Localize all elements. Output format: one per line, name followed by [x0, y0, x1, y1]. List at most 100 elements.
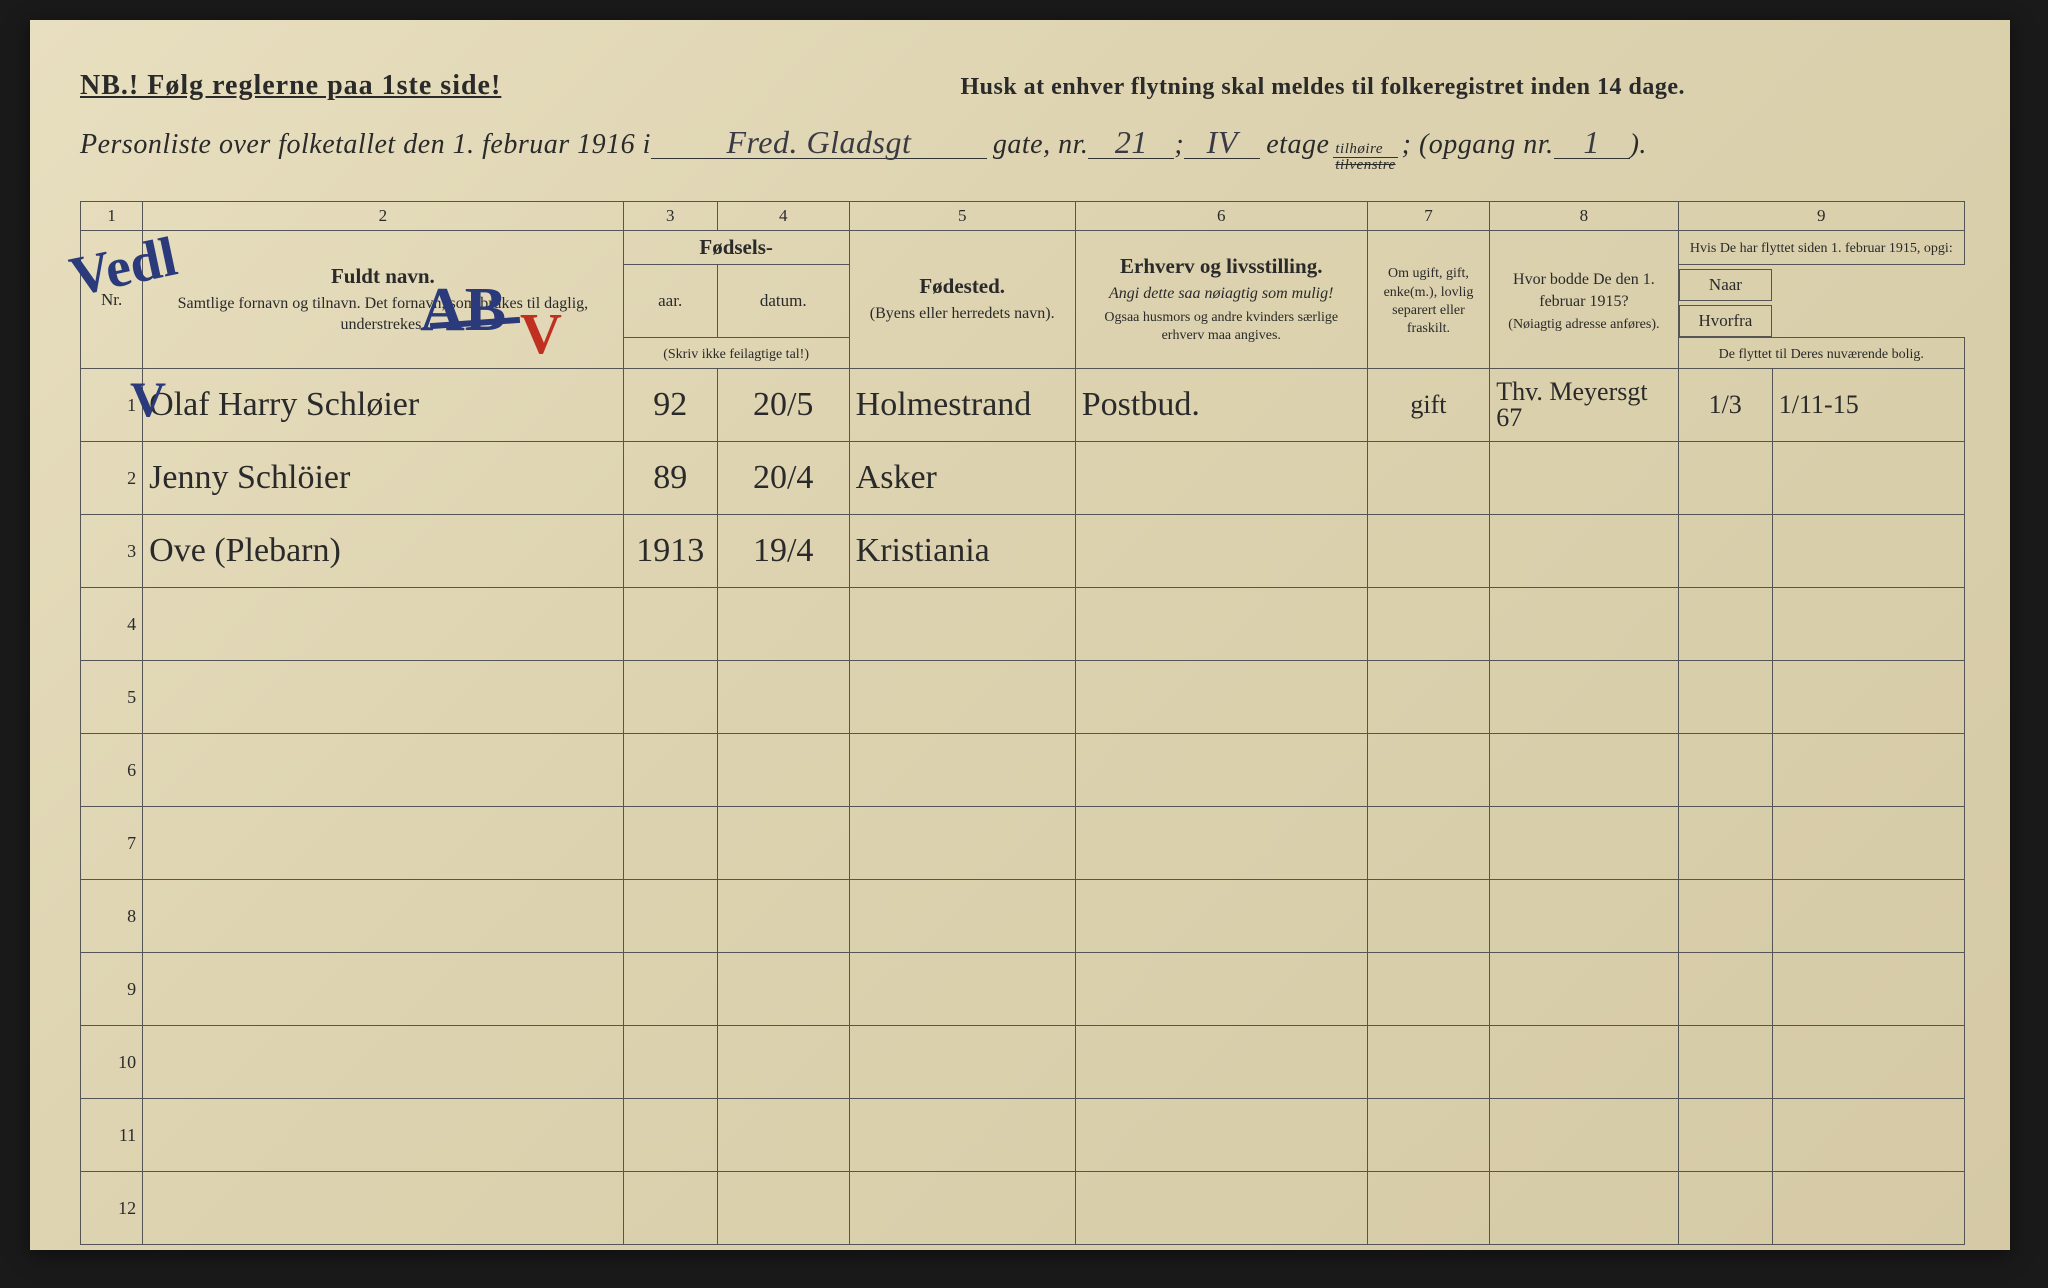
th-fodsels: Fødsels-	[623, 231, 849, 265]
cell-hvorfra	[1772, 661, 1964, 734]
gate-label: gate, nr.	[993, 129, 1089, 161]
table-row: 1Olaf Harry Schløier9220/5HolmestrandPos…	[81, 369, 1965, 442]
cell-aar	[623, 1099, 717, 1172]
cell-name	[143, 953, 623, 1026]
row-nr: 11	[81, 1099, 143, 1172]
cell-ugift	[1367, 734, 1489, 807]
th-bodde-sub: (Nøiagtig adresse anføres).	[1496, 316, 1671, 334]
table-row: 4	[81, 588, 1965, 661]
cell-hvorfra	[1772, 442, 1964, 515]
etage-fill: IV	[1184, 126, 1260, 159]
cell-fodested	[849, 1026, 1075, 1099]
cell-erhverv	[1075, 1026, 1367, 1099]
tilhoire-fraction: tilhøire tilvenstre	[1333, 142, 1397, 173]
colnum-7: 7	[1367, 202, 1489, 231]
th-fodested: Fødested. (Byens eller herredets navn).	[849, 231, 1075, 369]
cell-bodde	[1490, 1172, 1678, 1245]
cell-hvorfra	[1772, 515, 1964, 588]
cell-datum	[717, 1026, 849, 1099]
street-fill: Fred. Gladsgt	[651, 126, 987, 159]
th-ugift: Om ugift, gift, enke(m.), lovlig separer…	[1367, 231, 1489, 369]
cell-erhverv	[1075, 1172, 1367, 1245]
cell-datum	[717, 1172, 849, 1245]
cell-erhverv	[1075, 807, 1367, 880]
cell-hvorfra	[1772, 880, 1964, 953]
cell-erhverv	[1075, 661, 1367, 734]
etage-label: etage	[1266, 129, 1329, 161]
table-row: 10	[81, 1026, 1965, 1099]
cell-hvorfra	[1772, 734, 1964, 807]
cell-fodested	[849, 880, 1075, 953]
cell-hvorfra	[1772, 1172, 1964, 1245]
cell-bodde	[1490, 588, 1678, 661]
cell-naar	[1678, 515, 1772, 588]
cell-naar	[1678, 734, 1772, 807]
th-bodde-main: Hvor bodde De den 1. februar 1915?	[1496, 269, 1671, 312]
row-nr: 7	[81, 807, 143, 880]
cell-fodested: Holmestrand	[849, 369, 1075, 442]
cell-ugift	[1367, 880, 1489, 953]
table-body: 1Olaf Harry Schløier9220/5HolmestrandPos…	[81, 369, 1965, 1245]
cell-ugift	[1367, 953, 1489, 1026]
cell-ugift	[1367, 588, 1489, 661]
cell-erhverv	[1075, 1099, 1367, 1172]
th-bodde: Hvor bodde De den 1. februar 1915? (Nøia…	[1490, 231, 1678, 369]
cell-name	[143, 1172, 623, 1245]
th-erhverv-sub2: Ogsaa husmors og andre kvinders særlige …	[1082, 309, 1361, 345]
cell-naar	[1678, 588, 1772, 661]
cell-aar: 89	[623, 442, 717, 515]
colnum-1: 1	[81, 202, 143, 231]
cell-bodde	[1490, 1026, 1678, 1099]
cell-name	[143, 734, 623, 807]
cell-datum	[717, 880, 849, 953]
th-fodested-main: Fødested.	[919, 274, 1005, 298]
cell-bodde	[1490, 515, 1678, 588]
cell-name	[143, 1026, 623, 1099]
cell-aar	[623, 1026, 717, 1099]
cell-bodde	[1490, 807, 1678, 880]
th-erhverv-sub1: Angi dette saa nøiagtig som mulig!	[1082, 283, 1361, 305]
nb-text: NB.! Følg reglerne paa 1ste side!	[80, 70, 501, 102]
cell-bodde	[1490, 880, 1678, 953]
personliste-pre: Personliste over folketallet den 1. febr…	[80, 129, 651, 161]
semicolon: ;	[1174, 129, 1184, 161]
table-row: 12	[81, 1172, 1965, 1245]
cell-fodested	[849, 734, 1075, 807]
th-datum: datum.	[717, 265, 849, 338]
header-line-1: NB.! Følg reglerne paa 1ste side! Husk a…	[80, 70, 1965, 102]
row-nr: 6	[81, 734, 143, 807]
cell-erhverv	[1075, 953, 1367, 1026]
opgang-fill: 1	[1554, 126, 1630, 159]
cell-erhverv	[1075, 734, 1367, 807]
tilhoire: tilhøire	[1333, 142, 1397, 158]
colnum-8: 8	[1490, 202, 1678, 231]
cell-ugift	[1367, 1099, 1489, 1172]
close-paren: ).	[1630, 129, 1647, 161]
cell-erhverv: Postbud.	[1075, 369, 1367, 442]
cell-name: Ove (Plebarn)	[143, 515, 623, 588]
th-hvorfra: Hvorfra	[1679, 305, 1773, 337]
th-fodsels-main: Fødsels-	[699, 235, 773, 259]
colnum-5: 5	[849, 202, 1075, 231]
cell-bodde: Thv. Meyersgt 67	[1490, 369, 1678, 442]
cell-aar: 92	[623, 369, 717, 442]
colnum-6: 6	[1075, 202, 1367, 231]
tilvenstre: tilvenstre	[1333, 158, 1397, 173]
th-flyttet-text: Hvis De har flyttet siden 1. februar 191…	[1685, 240, 1958, 258]
cell-hvorfra	[1772, 1026, 1964, 1099]
cell-datum	[717, 661, 849, 734]
colnum-3: 3	[623, 202, 717, 231]
row-nr: 1	[81, 369, 143, 442]
opgang-pre: ; (opgang nr.	[1402, 129, 1554, 161]
th-fuldt: Fuldt navn. Samtlige fornavn og tilnavn.…	[143, 231, 623, 369]
cell-hvorfra: 1/11-15	[1772, 369, 1964, 442]
row-nr: 3	[81, 515, 143, 588]
cell-erhverv	[1075, 880, 1367, 953]
cell-name: Olaf Harry Schløier	[143, 369, 623, 442]
th-flyttet-sub: De flyttet til Deres nuværende bolig.	[1678, 338, 1964, 369]
cell-bodde	[1490, 1099, 1678, 1172]
cell-hvorfra	[1772, 807, 1964, 880]
cell-datum	[717, 1099, 849, 1172]
cell-aar	[623, 953, 717, 1026]
table-row: 7	[81, 807, 1965, 880]
